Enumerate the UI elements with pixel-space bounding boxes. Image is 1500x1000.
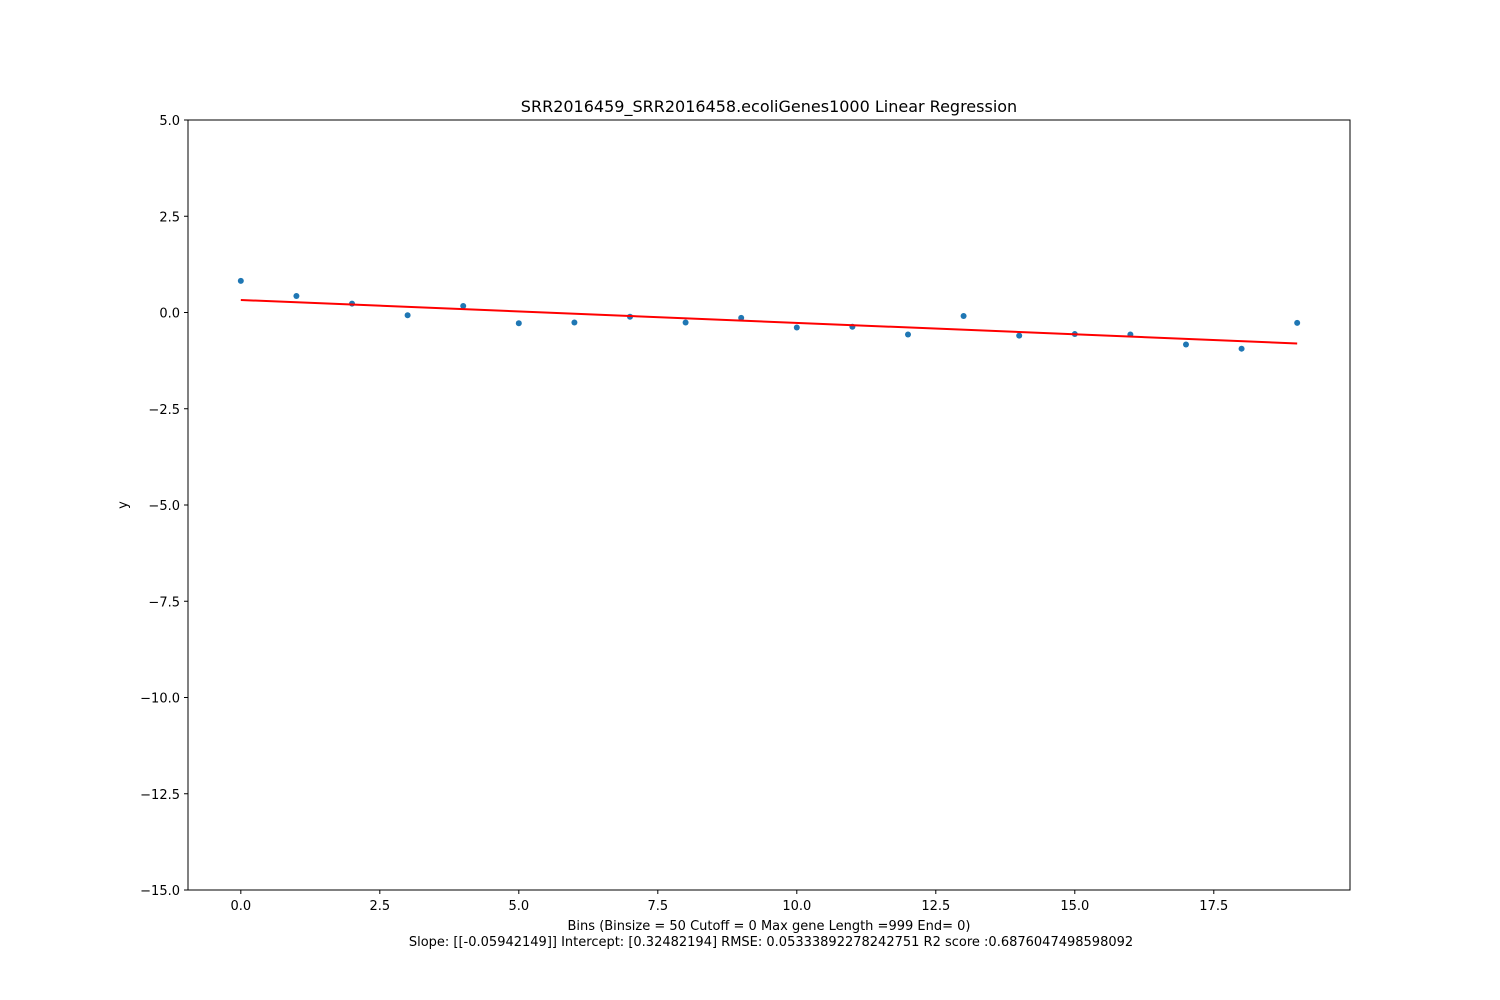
scatter-point: [293, 292, 300, 299]
scatter-point: [237, 277, 244, 284]
plot-frame: [187, 119, 1351, 891]
y-tick-label: −15.0: [140, 884, 180, 899]
scatter-point: [904, 331, 911, 338]
y-tick-label: −5.0: [148, 499, 180, 514]
scatter-point: [793, 324, 800, 331]
scatter-point: [460, 302, 467, 309]
y-tick-label: 0.0: [159, 307, 180, 322]
x-axis: 0.0 2.5 5.0 7.5 10.0 12.5 15.0 17.5: [230, 890, 1228, 914]
scatter-point: [515, 320, 522, 327]
scatter-point: [1238, 345, 1245, 352]
scatter-point: [1016, 332, 1023, 339]
x-tick-label: 0.0: [230, 899, 251, 914]
scatter-point: [738, 314, 745, 321]
y-axis: 5.0 2.5 0.0 −2.5 −5.0 −7.5 −10.0 −12.5 −15.0: [140, 114, 188, 899]
y-axis-label: y: [116, 501, 131, 509]
x-axis-label: Bins (Binsize = 50 Cutoff = 0 Max gene L…: [568, 919, 971, 934]
scatter-point: [1294, 319, 1301, 326]
scatter-point: [1182, 341, 1189, 348]
x-tick-label: 15.0: [1060, 899, 1089, 914]
y-tick-label: −2.5: [148, 403, 180, 418]
regression-line: [240, 298, 1298, 345]
y-tick-label: 2.5: [159, 210, 180, 225]
x-tick-label: 5.0: [508, 899, 529, 914]
x-tick-label: 17.5: [1199, 899, 1228, 914]
x-tick-label: 12.5: [921, 899, 950, 914]
scatter-point: [571, 319, 578, 326]
chart-title: SRR2016459_SRR2016458.ecoliGenes1000 Lin…: [521, 97, 1017, 117]
y-tick-label: −7.5: [148, 595, 180, 610]
scatter-point: [682, 319, 689, 326]
y-tick-label: −12.5: [140, 788, 180, 803]
scatter-point: [404, 312, 411, 319]
series-layer: [237, 277, 1301, 352]
y-tick-label: 5.0: [159, 114, 180, 129]
x-axis-label-stats: Slope: [[-0.05942149]] Intercept: [0.324…: [409, 935, 1133, 950]
plot-area: [188, 120, 1350, 890]
scatter-point: [960, 312, 967, 319]
x-tick-label: 10.0: [782, 899, 811, 914]
y-tick-label: −10.0: [140, 692, 180, 707]
x-tick-label: 2.5: [369, 899, 390, 914]
x-tick-label: 7.5: [647, 899, 668, 914]
